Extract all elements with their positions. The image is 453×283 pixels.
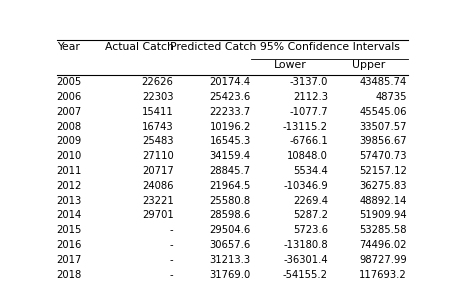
Text: -3137.0: -3137.0 <box>289 77 328 87</box>
Text: Actual Catch: Actual Catch <box>105 42 173 52</box>
Text: -: - <box>170 240 173 250</box>
Text: Predicted Catch: Predicted Catch <box>170 42 256 52</box>
Text: 23221: 23221 <box>142 196 173 206</box>
Text: -54155.2: -54155.2 <box>283 270 328 280</box>
Text: -6766.1: -6766.1 <box>289 136 328 146</box>
Text: -: - <box>170 225 173 235</box>
Text: 51909.94: 51909.94 <box>359 211 407 220</box>
Text: 31769.0: 31769.0 <box>210 270 251 280</box>
Text: 2007: 2007 <box>57 107 82 117</box>
Text: 30657.6: 30657.6 <box>210 240 251 250</box>
Text: -1077.7: -1077.7 <box>289 107 328 117</box>
Text: 2018: 2018 <box>57 270 82 280</box>
Text: 48735: 48735 <box>376 92 407 102</box>
Text: 31213.3: 31213.3 <box>210 255 251 265</box>
Text: 2008: 2008 <box>57 122 82 132</box>
Text: 22626: 22626 <box>142 77 173 87</box>
Text: 117693.2: 117693.2 <box>359 270 407 280</box>
Text: 2269.4: 2269.4 <box>293 196 328 206</box>
Text: 2009: 2009 <box>57 136 82 146</box>
Text: 22303: 22303 <box>142 92 173 102</box>
Text: 10196.2: 10196.2 <box>209 122 251 132</box>
Text: 16545.3: 16545.3 <box>210 136 251 146</box>
Text: 2017: 2017 <box>57 255 82 265</box>
Text: 2016: 2016 <box>57 240 82 250</box>
Text: 16743: 16743 <box>142 122 173 132</box>
Text: 25423.6: 25423.6 <box>210 92 251 102</box>
Text: 2015: 2015 <box>57 225 82 235</box>
Text: 27110: 27110 <box>142 151 173 161</box>
Text: 74496.02: 74496.02 <box>360 240 407 250</box>
Text: 98727.99: 98727.99 <box>359 255 407 265</box>
Text: 45545.06: 45545.06 <box>360 107 407 117</box>
Text: 95% Confidence Intervals: 95% Confidence Intervals <box>260 42 400 52</box>
Text: 33507.57: 33507.57 <box>360 122 407 132</box>
Text: -13180.8: -13180.8 <box>284 240 328 250</box>
Text: 48892.14: 48892.14 <box>360 196 407 206</box>
Text: 28845.7: 28845.7 <box>210 166 251 176</box>
Text: Upper: Upper <box>352 60 385 70</box>
Text: 39856.67: 39856.67 <box>359 136 407 146</box>
Text: 25483: 25483 <box>142 136 173 146</box>
Text: 5723.6: 5723.6 <box>293 225 328 235</box>
Text: -: - <box>170 255 173 265</box>
Text: 34159.4: 34159.4 <box>210 151 251 161</box>
Text: 5287.2: 5287.2 <box>293 211 328 220</box>
Text: 57470.73: 57470.73 <box>360 151 407 161</box>
Text: 10848.0: 10848.0 <box>287 151 328 161</box>
Text: 24086: 24086 <box>142 181 173 191</box>
Text: 2014: 2014 <box>57 211 82 220</box>
Text: 5534.4: 5534.4 <box>293 166 328 176</box>
Text: 29701: 29701 <box>142 211 173 220</box>
Text: 2005: 2005 <box>57 77 82 87</box>
Text: 52157.12: 52157.12 <box>359 166 407 176</box>
Text: 29504.6: 29504.6 <box>210 225 251 235</box>
Text: 2011: 2011 <box>57 166 82 176</box>
Text: 2006: 2006 <box>57 92 82 102</box>
Text: 20717: 20717 <box>142 166 173 176</box>
Text: -10346.9: -10346.9 <box>283 181 328 191</box>
Text: -36301.4: -36301.4 <box>284 255 328 265</box>
Text: 36275.83: 36275.83 <box>360 181 407 191</box>
Text: 28598.6: 28598.6 <box>210 211 251 220</box>
Text: 2010: 2010 <box>57 151 82 161</box>
Text: Year: Year <box>57 42 79 52</box>
Text: 21964.5: 21964.5 <box>209 181 251 191</box>
Text: -13115.2: -13115.2 <box>283 122 328 132</box>
Text: 25580.8: 25580.8 <box>210 196 251 206</box>
Text: 2012: 2012 <box>57 181 82 191</box>
Text: 53285.58: 53285.58 <box>360 225 407 235</box>
Text: 2013: 2013 <box>57 196 82 206</box>
Text: 43485.74: 43485.74 <box>360 77 407 87</box>
Text: -: - <box>170 270 173 280</box>
Text: Lower: Lower <box>274 60 307 70</box>
Text: 15411: 15411 <box>142 107 173 117</box>
Text: 2112.3: 2112.3 <box>293 92 328 102</box>
Text: 22233.7: 22233.7 <box>210 107 251 117</box>
Text: 20174.4: 20174.4 <box>210 77 251 87</box>
